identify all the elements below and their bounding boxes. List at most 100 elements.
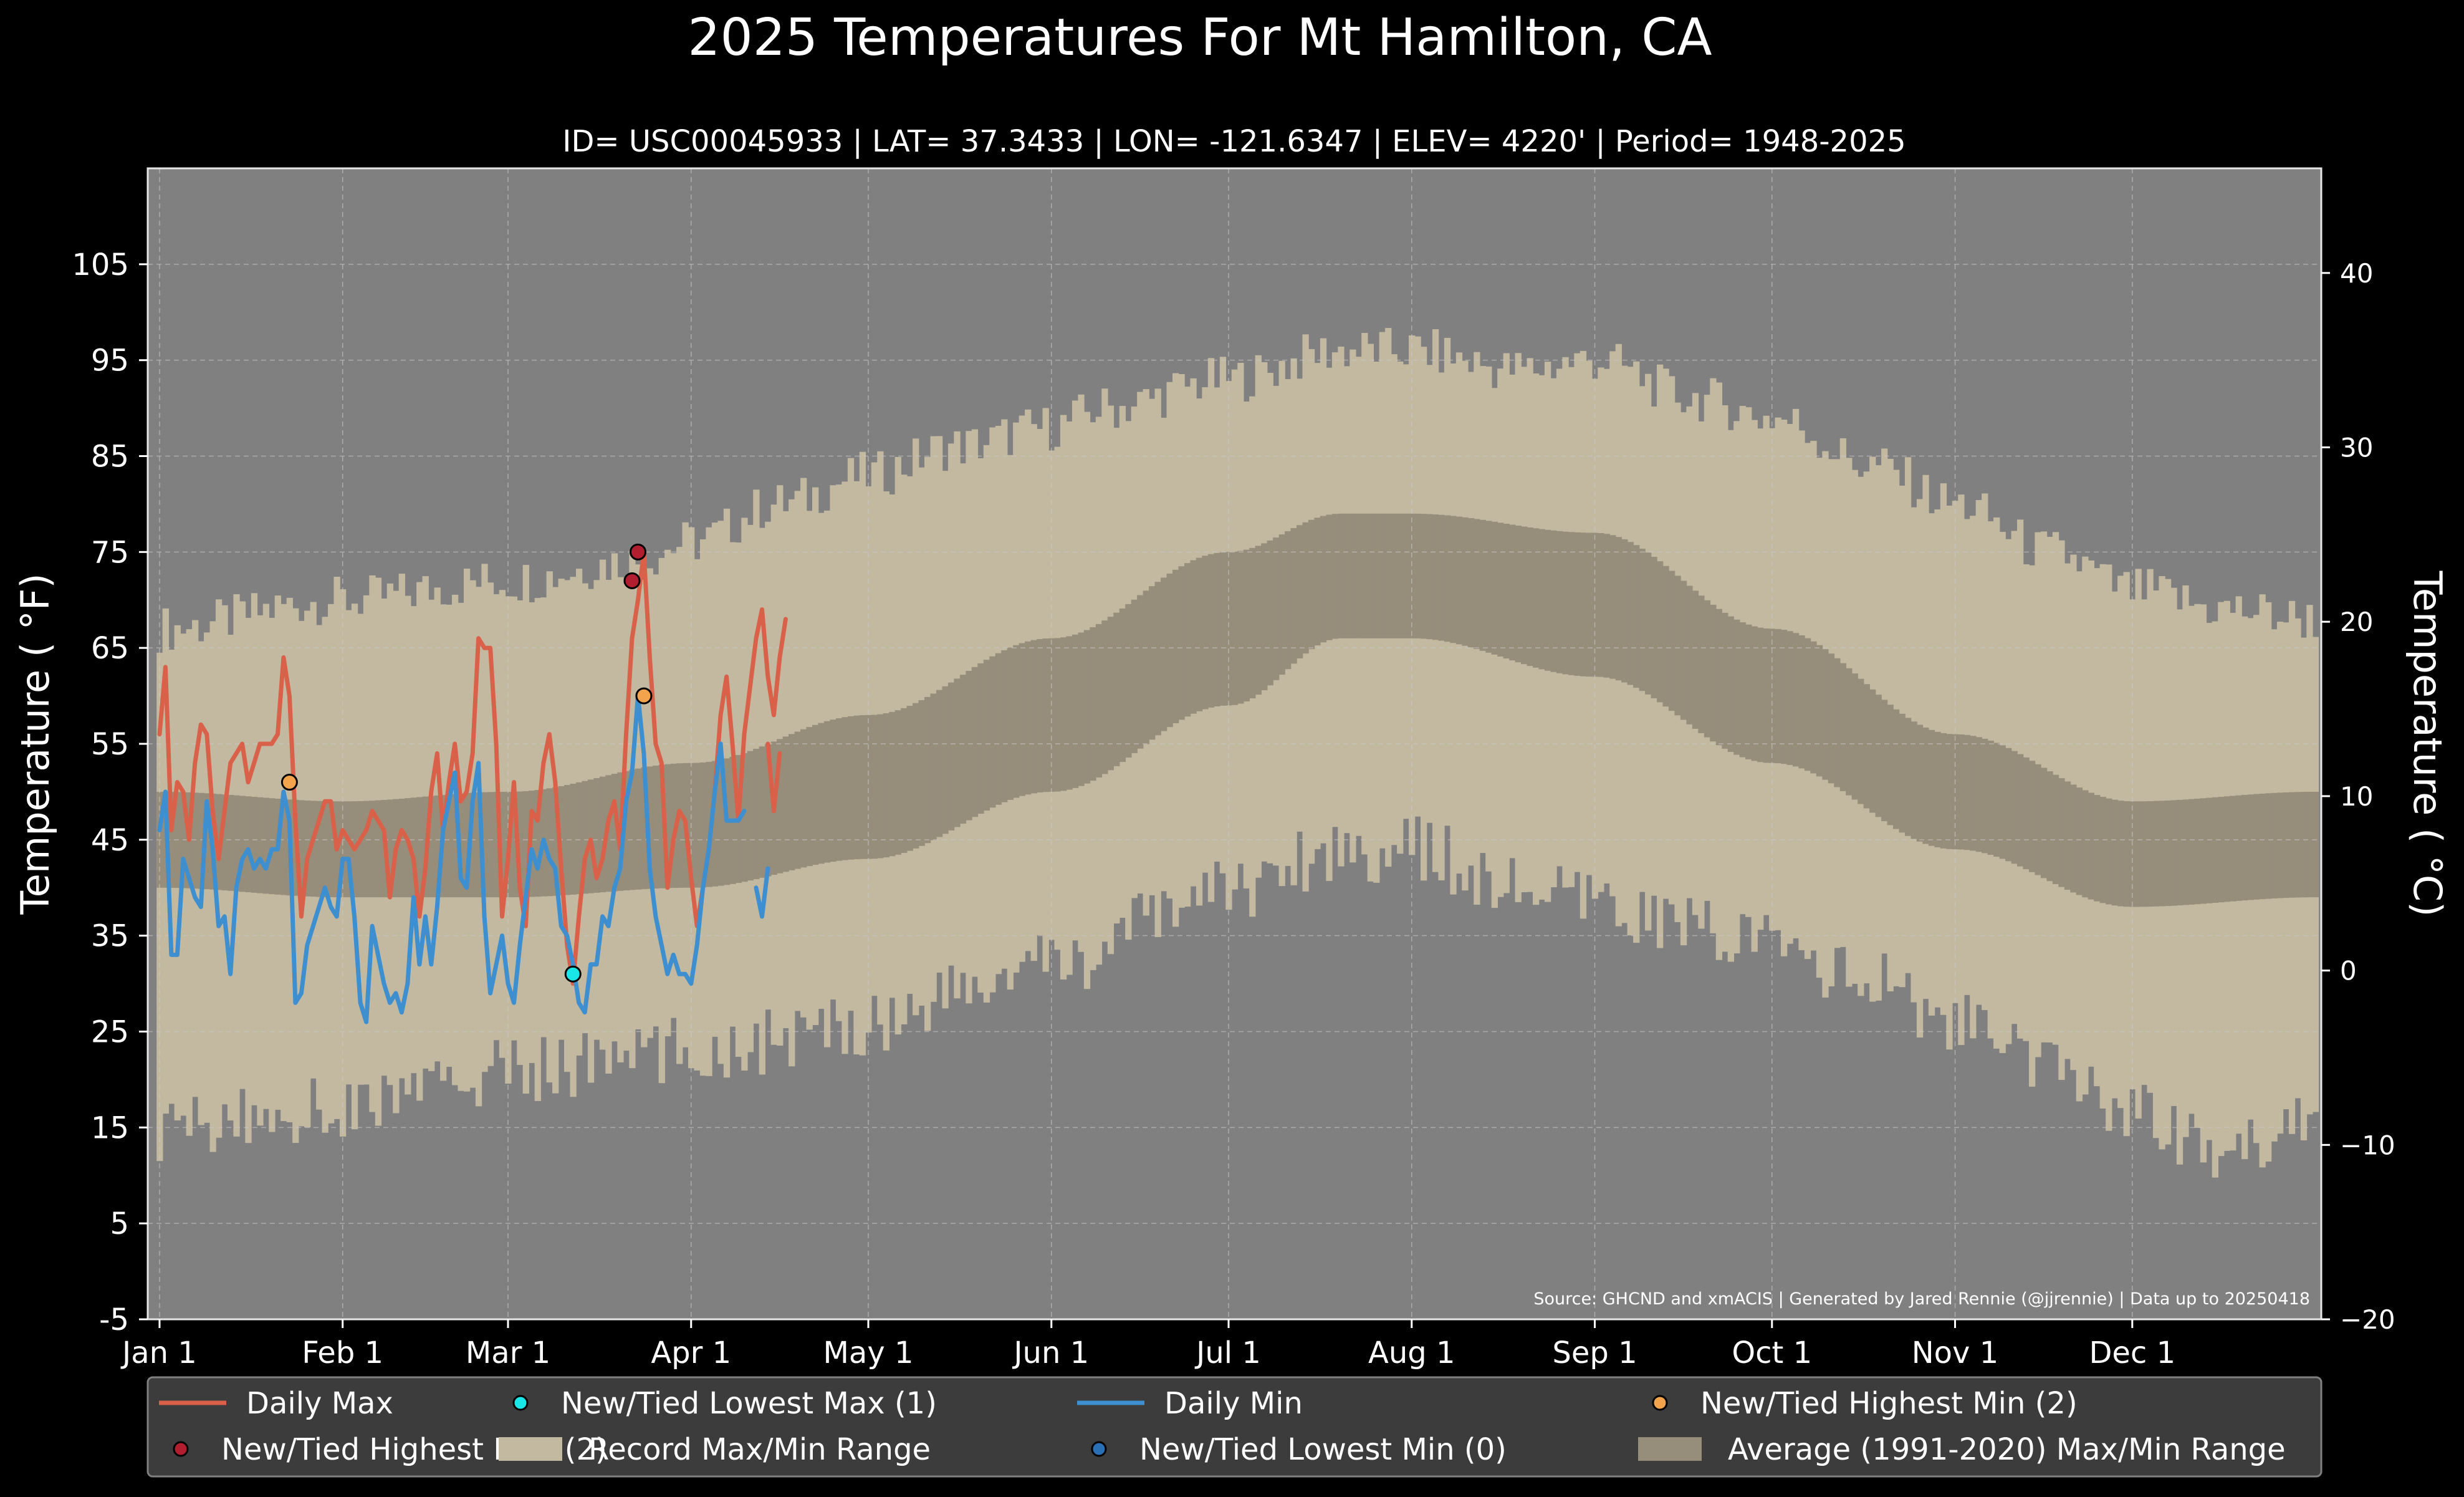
legend-swatch-patch xyxy=(1638,1437,1702,1461)
average-range-bar xyxy=(2040,768,2048,878)
average-range-bar xyxy=(481,792,488,898)
average-range-bar xyxy=(451,794,459,898)
average-range-bar xyxy=(546,788,553,897)
y-right-tick-label: 0 xyxy=(2340,956,2357,986)
average-range-bar xyxy=(658,764,665,888)
average-range-bar xyxy=(641,767,648,890)
average-range-bar xyxy=(534,790,541,897)
record-range-bar xyxy=(156,652,163,1162)
average-range-bar xyxy=(699,762,707,888)
y-right-tick-label: 40 xyxy=(2340,258,2373,289)
average-range-bar xyxy=(1420,514,1427,639)
average-range-bar xyxy=(936,690,943,837)
y-axis-right: −20 −10 0 10 20 30 40 xyxy=(2321,258,2395,1335)
average-range-bar xyxy=(2265,793,2272,899)
average-range-bar xyxy=(1786,631,1793,765)
average-range-bar xyxy=(1704,600,1711,738)
average-range-bar xyxy=(1178,566,1185,720)
average-range-bar xyxy=(463,793,471,898)
average-range-bar xyxy=(487,792,494,898)
average-range-bar xyxy=(1497,522,1504,657)
average-range-bar xyxy=(1172,569,1179,724)
average-range-bar xyxy=(1379,513,1386,638)
average-range-bar xyxy=(1249,547,1256,699)
average-range-bar xyxy=(1916,724,1924,842)
average-range-bar xyxy=(1385,513,1392,638)
record-marker xyxy=(629,543,646,561)
average-range-bar xyxy=(1639,549,1646,691)
average-range-bar xyxy=(1219,552,1227,706)
average-range-bar xyxy=(198,792,204,889)
y-tick-label: 65 xyxy=(91,631,129,666)
average-range-bar xyxy=(605,775,612,892)
average-range-bar xyxy=(428,796,435,898)
legend-label: New/Tied Lowest Min (0) xyxy=(1139,1432,1507,1467)
average-range-bar xyxy=(2028,761,2036,872)
average-range-bar xyxy=(2176,799,2184,906)
average-range-bar xyxy=(894,710,901,855)
average-range-bar xyxy=(233,795,240,892)
average-range-bar xyxy=(1296,525,1303,658)
x-tick-label: Jan 1 xyxy=(120,1336,197,1370)
average-range-bar xyxy=(2212,797,2218,903)
legend-label: Average (1991-2020) Max/Min Range xyxy=(1728,1432,2286,1467)
average-range-bar xyxy=(1090,627,1096,781)
average-range-bar xyxy=(1975,737,1982,852)
average-range-bar xyxy=(511,791,518,898)
average-range-bar xyxy=(1225,552,1232,706)
record-markers xyxy=(280,543,653,983)
average-range-bar xyxy=(1054,638,1061,792)
legend-swatch-patch xyxy=(499,1437,562,1461)
series-line-daily-min xyxy=(157,693,747,1024)
average-range-bar xyxy=(1149,586,1156,740)
y-tick-label: 45 xyxy=(91,823,129,858)
average-range-bar xyxy=(853,715,860,860)
average-range-bar xyxy=(611,774,618,892)
average-range-bar xyxy=(1196,557,1203,711)
x-tick-label: May 1 xyxy=(823,1336,914,1370)
average-range-bar xyxy=(221,794,228,891)
y-tick-label: 25 xyxy=(91,1015,129,1050)
average-range-bar xyxy=(1550,530,1557,672)
average-range-bar xyxy=(966,670,972,821)
average-range-bar xyxy=(1881,700,1888,822)
average-range-bar xyxy=(1243,549,1250,701)
average-range-bar xyxy=(1048,638,1055,792)
chart-title: 2025 Temperatures For Mt Hamilton, CA xyxy=(688,8,1712,67)
y-tick-label: 55 xyxy=(91,727,129,762)
average-range-bar xyxy=(1414,513,1421,638)
average-range-bar xyxy=(375,800,382,898)
legend-label: Daily Max xyxy=(246,1386,393,1421)
average-range-bar xyxy=(1816,645,1823,777)
average-range-bar xyxy=(629,769,636,890)
average-range-bar xyxy=(823,721,831,863)
average-range-bar xyxy=(1184,563,1191,717)
average-range-bar xyxy=(499,791,506,898)
average-range-bar xyxy=(1792,633,1800,767)
average-range-bar xyxy=(310,801,317,897)
x-tick-label: Jul 1 xyxy=(1194,1336,1261,1370)
average-range-bar xyxy=(1237,551,1244,704)
average-range-bar xyxy=(777,739,784,874)
average-range-bar xyxy=(1763,628,1770,763)
average-range-bar xyxy=(269,798,276,895)
average-range-bar xyxy=(913,703,919,849)
y-right-tick-label: −20 xyxy=(2340,1304,2395,1335)
average-range-bar xyxy=(1858,678,1864,804)
average-range-bar xyxy=(977,663,984,814)
average-range-bar xyxy=(2294,792,2301,898)
average-range-bar xyxy=(2123,801,2130,907)
average-range-bar xyxy=(1302,522,1309,654)
average-range-bar xyxy=(1615,537,1622,681)
average-range-bar xyxy=(670,763,677,888)
average-range-bar xyxy=(1993,743,2000,857)
average-range-bar xyxy=(1533,528,1540,668)
average-range-bar xyxy=(1958,734,1965,850)
average-range-bar xyxy=(800,729,807,868)
average-range-bar xyxy=(1037,639,1043,793)
average-range-bar xyxy=(2106,798,2112,905)
legend-label: Record Max/Min Range xyxy=(588,1432,931,1467)
average-range-bar xyxy=(924,696,931,844)
average-range-bar xyxy=(2271,792,2278,898)
daily-series xyxy=(157,549,788,1024)
